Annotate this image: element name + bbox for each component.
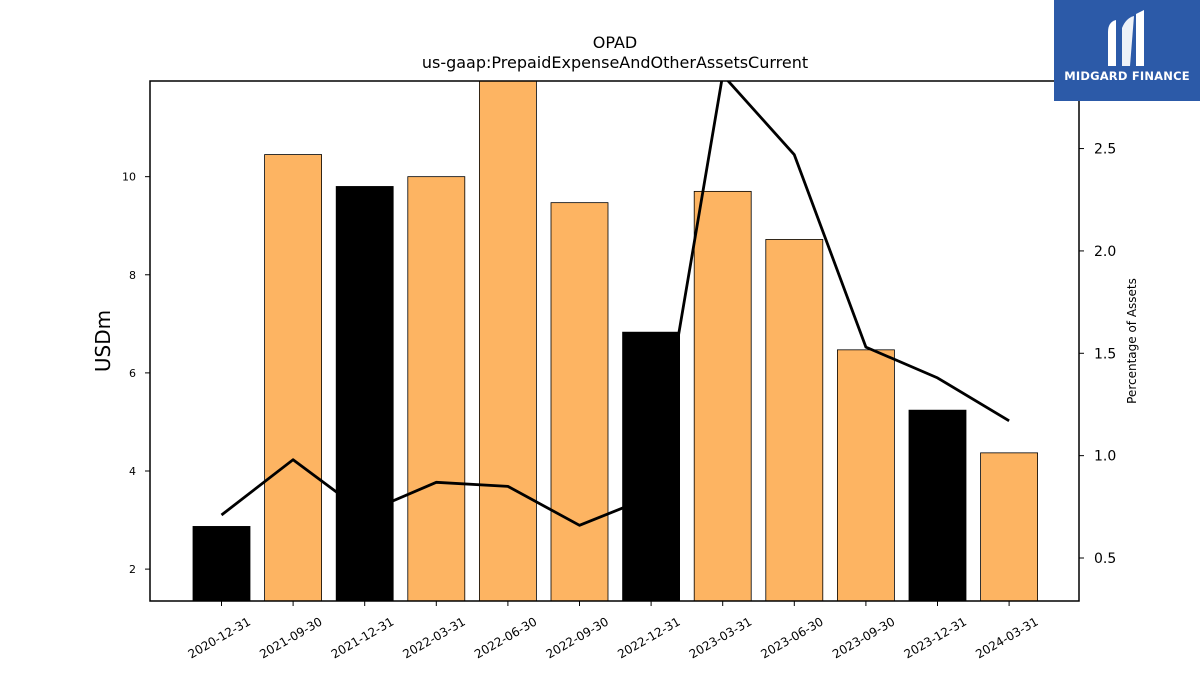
bar-2020-12-31 <box>192 526 251 601</box>
midgard-logo-icon <box>1108 10 1144 66</box>
y2-tick-label: 1.0 <box>1094 449 1116 465</box>
y2-tick-label: 2.5 <box>1094 142 1116 158</box>
y-tick-label: 8 <box>129 269 136 282</box>
y-tick-label: 6 <box>129 367 136 380</box>
x-tick-label: 2023-12-31 <box>902 614 969 661</box>
y2-tick-label: 2.0 <box>1094 244 1116 260</box>
x-tick-label: 2021-12-31 <box>329 614 396 661</box>
percentage-line <box>220 81 1010 527</box>
y2-axis-ticks: 0.5 1.0 1.5 2.0 2.5 <box>1079 142 1116 567</box>
bar-2021-12-31 <box>335 186 394 601</box>
chart-subtitle: us-gaap:PrepaidExpenseAndOtherAssetsCurr… <box>422 53 808 72</box>
bar-2022-03-31 <box>407 176 466 601</box>
x-tick-label: 2022-06-30 <box>472 614 539 661</box>
y2-tick-label: 1.5 <box>1094 346 1116 362</box>
x-tick-label: 2024-03-31 <box>973 614 1040 661</box>
y-axis-ticks: 2 4 6 8 10 <box>122 171 150 576</box>
y2-tick-label: 0.5 <box>1094 551 1116 567</box>
x-tick-label: 2023-03-31 <box>687 614 754 661</box>
logo-text: MIDGARD FINANCE <box>1064 69 1190 83</box>
y2-axis-label: Percentage of Assets <box>1125 278 1139 404</box>
bar-2022-09-30 <box>550 202 609 601</box>
bar-2021-09-30 <box>264 154 323 601</box>
midgard-finance-logo: MIDGARD FINANCE <box>1054 0 1200 101</box>
x-axis-ticks: 2020-12-31 2021-09-30 2021-12-31 2022-03-31… <box>186 601 1041 661</box>
x-tick-label: 2022-09-30 <box>544 614 611 661</box>
y-tick-label: 4 <box>129 465 136 478</box>
y-tick-label: 2 <box>129 563 136 576</box>
x-tick-label: 2023-09-30 <box>830 614 897 661</box>
y-tick-label: 10 <box>122 171 136 184</box>
bar-2024-03-31 <box>980 452 1038 601</box>
bar-2023-06-30 <box>765 239 824 601</box>
x-tick-label: 2021-09-30 <box>257 614 324 661</box>
chart-title: OPAD <box>593 33 637 52</box>
x-tick-label: 2022-12-31 <box>615 614 682 661</box>
bar-2023-03-31 <box>693 190 752 601</box>
x-tick-label: 2023-06-30 <box>758 614 825 661</box>
bar-2023-09-30 <box>837 349 895 601</box>
plot-frame <box>149 80 1080 602</box>
y-axis-label: USDm <box>91 310 115 372</box>
bars-group <box>192 81 1038 601</box>
x-tick-label: 2022-03-31 <box>400 614 467 661</box>
bar-2022-06-30 <box>478 81 537 601</box>
line-group <box>220 81 1010 527</box>
x-tick-label: 2020-12-31 <box>186 614 253 661</box>
bar-2023-12-31 <box>908 409 967 601</box>
